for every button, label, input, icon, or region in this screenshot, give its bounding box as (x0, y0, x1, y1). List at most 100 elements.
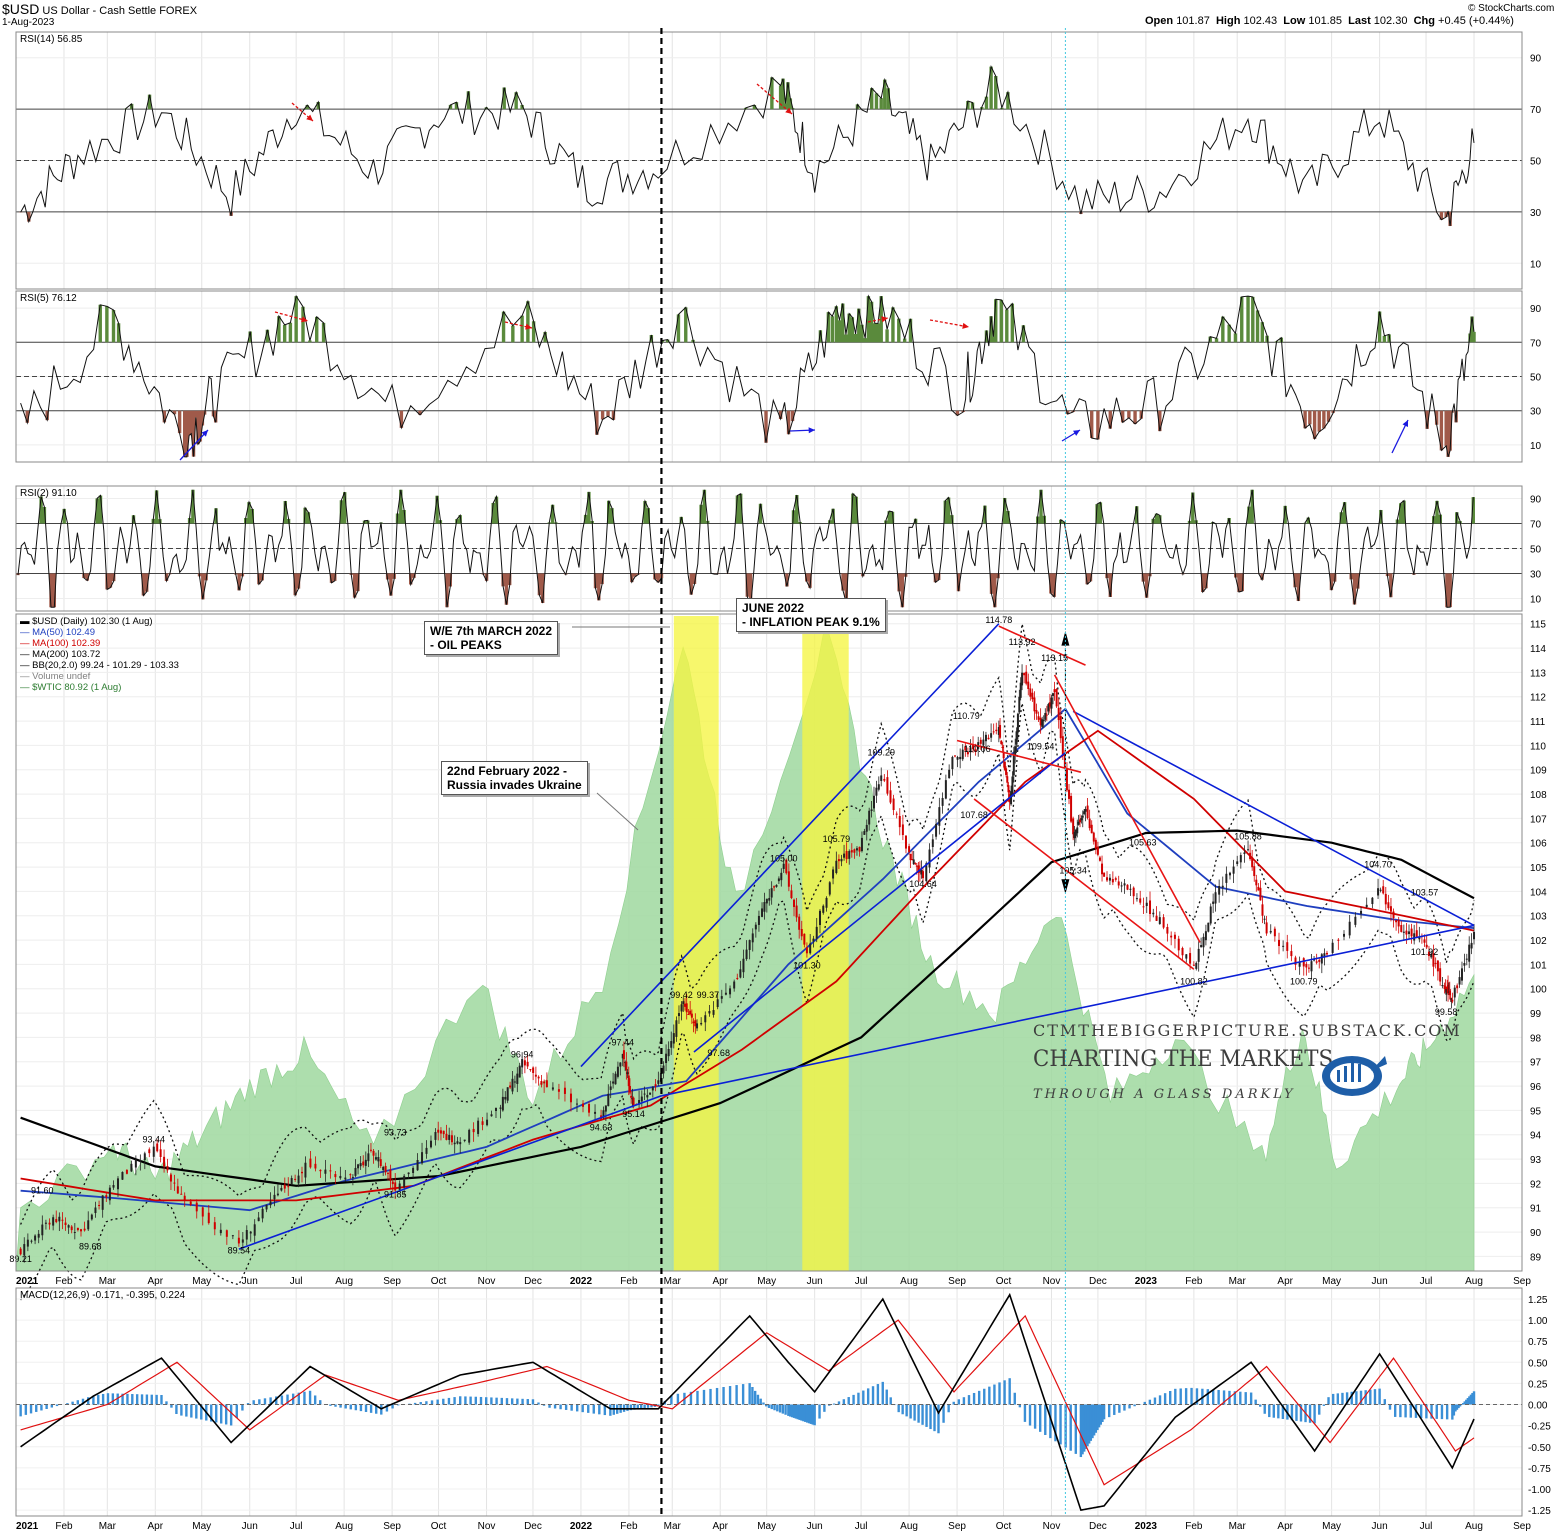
xtick-May-4: May (192, 1276, 211, 1287)
price-label-93.44: 93.44 (142, 1135, 165, 1145)
watermark-url: CTMTHEBIGGERPICTURE.SUBSTACK.COM (1033, 1021, 1462, 1040)
candle-body (1218, 886, 1221, 895)
candle-body (627, 1075, 630, 1087)
candle-body (724, 992, 727, 995)
rsi5-ytick-90: 90 (1530, 304, 1542, 315)
candle-body (1155, 915, 1158, 921)
candle-body (1402, 931, 1405, 933)
candle-body (1427, 951, 1430, 957)
candle-body (818, 910, 821, 926)
trendline-blue-5 (1072, 710, 1475, 927)
candle-body (494, 1107, 497, 1111)
candle-body (1002, 751, 1005, 759)
candle-body (1269, 930, 1272, 933)
candle-body (961, 749, 964, 760)
candle-body (1055, 689, 1058, 707)
rsi5-div-arrow-1-head (301, 316, 308, 323)
candle-body (1444, 986, 1447, 991)
price-label-97.68: 97.68 (707, 1048, 730, 1058)
xtick-Aug-31: Aug (1465, 1276, 1483, 1287)
rsi5-title: RSI(5) 76.12 (20, 293, 77, 304)
xtick-Mar-2: Mar (99, 1276, 117, 1287)
candle-body (1014, 746, 1017, 756)
rsi2-title: RSI(2) 91.10 (20, 488, 77, 499)
price-label-103.57: 103.57 (1411, 888, 1439, 898)
candle-body (1212, 901, 1215, 904)
candle-body (602, 1110, 605, 1118)
candle-body (156, 1143, 159, 1152)
candle-body (1039, 717, 1042, 726)
bb-lower (20, 703, 1475, 1301)
candle-body (1006, 776, 1009, 783)
macd-ytick-0: 0.00 (1528, 1401, 1548, 1412)
candle-body (908, 846, 911, 853)
candle-body (1158, 917, 1161, 924)
candle-body (1265, 922, 1268, 934)
candle-body (557, 1089, 560, 1092)
candle-body (1106, 877, 1109, 881)
rsi14-div-arrow-1-head (306, 114, 313, 121)
candle-body (1185, 954, 1188, 959)
candle-body (848, 851, 851, 859)
candle-body (1463, 963, 1466, 966)
candle-body (845, 851, 848, 860)
price-ytick-92: 92 (1530, 1179, 1542, 1190)
measure-arrow-up-head (1061, 631, 1070, 646)
price-ytick-112: 112 (1530, 693, 1546, 704)
candle-body (959, 756, 962, 760)
trendline-red-4 (1053, 674, 1201, 943)
candle-body (628, 1085, 631, 1093)
xtick-Aug-7: Aug (335, 1276, 353, 1287)
candle-body (1436, 960, 1439, 972)
candle-body (1460, 968, 1463, 981)
candle-body (44, 1222, 47, 1224)
candle-body (1202, 936, 1205, 948)
candle-body (526, 1061, 529, 1067)
candle-body (523, 1060, 526, 1066)
candle-body (70, 1226, 73, 1231)
candle-body (914, 863, 917, 865)
candle-body (964, 746, 967, 751)
price-ytick-98: 98 (1530, 1033, 1542, 1044)
exchange: FOREX (159, 5, 198, 17)
candle-body (30, 1240, 33, 1242)
candle-body (450, 1135, 453, 1143)
candle-body (403, 1175, 406, 1188)
xtick-Feb-13: Feb (620, 1276, 638, 1287)
macd-xtick-Jul-30: Jul (1420, 1521, 1433, 1532)
candle-body (1152, 912, 1155, 915)
candle-body (1439, 968, 1442, 982)
macd-signal-line (20, 1314, 1475, 1486)
price-label-105.00: 105.00 (770, 854, 798, 864)
candle-body (822, 905, 825, 913)
candle-body (956, 757, 959, 760)
candle-body (1282, 945, 1285, 947)
candle-body (1423, 939, 1426, 943)
candle-body (521, 1059, 524, 1068)
candle-body (511, 1078, 514, 1092)
callout-ukraine-pointer (596, 792, 639, 831)
candle-body (1007, 785, 1010, 793)
rsi14-overbought-fill (123, 66, 1010, 110)
candle-body (283, 1184, 286, 1189)
macd-ytick-0.75: 0.75 (1528, 1337, 1548, 1348)
candle-body (1425, 944, 1428, 948)
candle-body (1348, 921, 1351, 936)
xtick-Mar-26: Mar (1229, 1276, 1247, 1287)
candle-body (134, 1160, 137, 1168)
xtick-2022-12: 2022 (570, 1276, 593, 1287)
candle-body (1195, 962, 1198, 969)
legend-item-7: — $WTIC 80.92 (1 Aug) (20, 682, 121, 693)
candle-body (112, 1185, 115, 1188)
candle-body (843, 853, 846, 858)
xtick-Jul-30: Jul (1420, 1276, 1433, 1287)
macd-xtick-2023-24: 2023 (1135, 1521, 1158, 1532)
candle-body (935, 823, 938, 837)
xtick-Mar-14: Mar (664, 1276, 682, 1287)
candle-body (1228, 872, 1231, 876)
candle-body (398, 1183, 401, 1190)
instrument-name: US Dollar - Cash Settle (42, 5, 157, 17)
candle-body (1337, 939, 1340, 941)
candle-body (614, 1073, 617, 1085)
candle-body (625, 1061, 628, 1071)
